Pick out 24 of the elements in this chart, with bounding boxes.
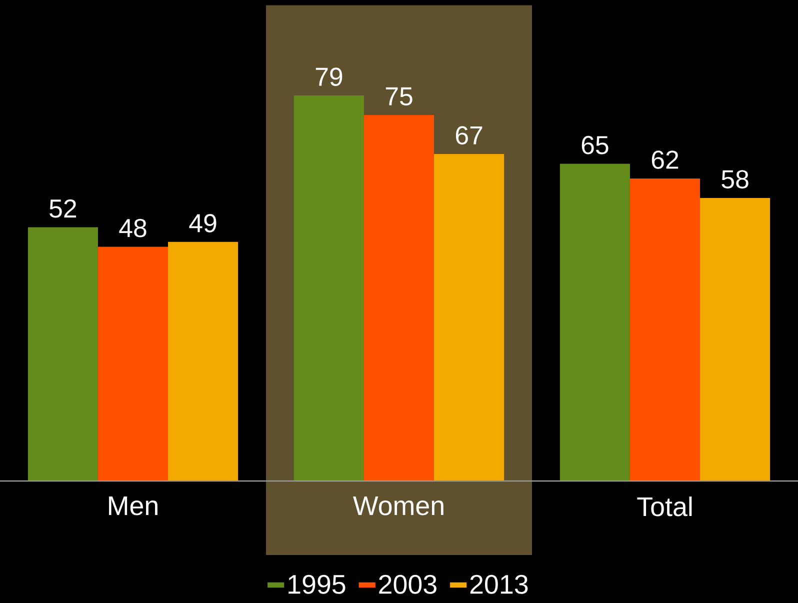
data-label: 65 (582, 136, 608, 154)
data-label: 58 (722, 170, 748, 188)
bar (294, 95, 364, 482)
data-label: 79 (316, 68, 342, 86)
bar (28, 227, 98, 482)
bar (434, 154, 504, 482)
x-tick-label: Total (637, 496, 692, 516)
bar (364, 115, 434, 482)
data-label: 75 (386, 87, 412, 106)
legend-label: 2003 (379, 574, 436, 594)
data-label: 67 (456, 126, 482, 145)
x-tick-label: Women (353, 496, 444, 516)
data-label: 62 (652, 150, 678, 169)
legend-label: 1995 (288, 574, 346, 594)
data-label: 52 (50, 199, 76, 218)
legend-label: 2013 (470, 574, 528, 594)
data-label: 48 (119, 218, 146, 238)
x-tick-label: Men (109, 496, 158, 516)
data-label: 49 (189, 214, 216, 232)
bar (168, 242, 238, 482)
bar (700, 198, 770, 482)
bar (630, 178, 700, 482)
bar (560, 164, 630, 482)
bar (98, 246, 168, 482)
